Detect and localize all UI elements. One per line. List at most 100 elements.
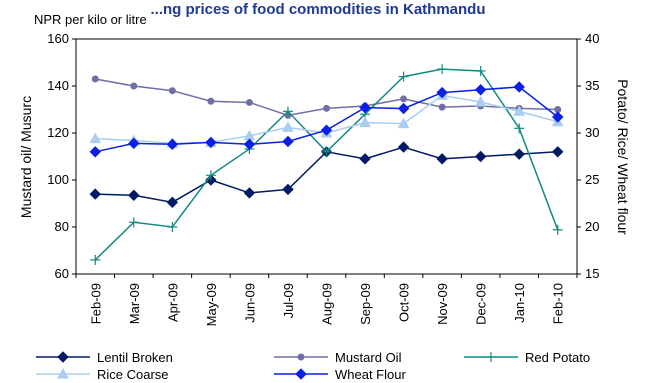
series-wheat-flour bbox=[89, 81, 564, 158]
data-point-lentil-broken bbox=[359, 153, 371, 165]
data-point-red-potato bbox=[475, 65, 486, 76]
data-point-wheat-flour bbox=[205, 136, 217, 149]
data-point-lentil-broken bbox=[166, 196, 179, 209]
legend-marker bbox=[57, 367, 69, 379]
x-tick-label: May-09 bbox=[204, 283, 219, 326]
data-point-red-potato bbox=[205, 170, 216, 181]
data-point-lentil-broken bbox=[282, 183, 294, 196]
data-point-mustard-oil bbox=[130, 82, 138, 90]
x-tick-label: Feb-09 bbox=[88, 283, 103, 324]
x-tick-label: Jul-09 bbox=[281, 283, 296, 318]
left-axis: 60 80 100 120 140 160 bbox=[47, 31, 76, 281]
x-tick-label: Aug-09 bbox=[320, 283, 335, 325]
data-point-mustard-oil bbox=[207, 97, 215, 105]
data-point-wheat-flour bbox=[243, 138, 256, 150]
data-point-wheat-flour bbox=[513, 81, 525, 93]
data-point-wheat-flour bbox=[474, 84, 487, 96]
data-point-wheat-flour bbox=[436, 86, 448, 99]
legend-item-rice-coarse: Rice Coarse bbox=[36, 367, 169, 382]
data-point-rice-coarse bbox=[282, 121, 294, 132]
y-axis-title: Mustard oil/ Musurc bbox=[18, 96, 34, 218]
data-point-lentil-broken bbox=[474, 150, 487, 163]
data-point-wheat-flour bbox=[552, 111, 564, 123]
legend-item-lentil-broken: Lentil Broken bbox=[36, 350, 173, 365]
x-tick-label: Mar-09 bbox=[127, 283, 142, 324]
legend-marker bbox=[57, 351, 69, 363]
data-point-rice-coarse bbox=[513, 105, 526, 116]
data-point-rice-coarse bbox=[89, 132, 102, 144]
y-tick-label: 120 bbox=[47, 125, 69, 140]
data-point-red-potato bbox=[552, 224, 563, 235]
legend-label: Red Potato bbox=[525, 350, 590, 365]
data-point-mustard-oil bbox=[400, 95, 408, 103]
x-tick-label: Jun-09 bbox=[242, 283, 257, 323]
y2-tick-label: 25 bbox=[585, 172, 599, 187]
legend-label: Mustard Oil bbox=[335, 350, 402, 365]
y2-tick-label: 40 bbox=[585, 31, 599, 46]
data-point-lentil-broken bbox=[513, 148, 525, 160]
data-point-red-potato bbox=[437, 64, 448, 75]
data-point-wheat-flour bbox=[320, 124, 333, 136]
unit-label: NPR per kilo or litre bbox=[34, 12, 147, 27]
right-axis: 15 20 25 30 35 40 bbox=[577, 31, 599, 281]
data-point-wheat-flour bbox=[128, 137, 140, 150]
legend-label: Rice Coarse bbox=[97, 367, 169, 382]
x-tick-label: Apr-09 bbox=[165, 283, 180, 322]
data-point-red-potato bbox=[398, 71, 409, 82]
data-point-rice-coarse bbox=[359, 116, 371, 128]
x-tick-label: Oct-09 bbox=[397, 283, 412, 322]
y-tick-label: 60 bbox=[55, 266, 69, 281]
data-point-red-potato bbox=[167, 222, 178, 232]
plot-border bbox=[75, 38, 578, 275]
legend: Lentil Broken Mustard Oil Red Potato Rice C… bbox=[36, 350, 590, 382]
data-point-mustard-oil bbox=[245, 98, 253, 106]
x-tick-label: Feb-10 bbox=[551, 283, 566, 324]
series-rice-coarse bbox=[89, 89, 564, 148]
data-point-wheat-flour bbox=[397, 102, 410, 115]
y2-tick-label: 15 bbox=[585, 266, 599, 281]
x-tick-label: Sep-09 bbox=[358, 283, 373, 325]
series-red-potato bbox=[90, 64, 563, 265]
data-point-mustard-oil bbox=[168, 87, 176, 95]
y2-axis-title: Potato/ Rice/ Wheat flour bbox=[615, 79, 631, 235]
legend-label: Wheat Flour bbox=[335, 367, 406, 382]
legend-item-red-potato: Red Potato bbox=[464, 350, 590, 365]
legend-label: Lentil Broken bbox=[97, 350, 173, 365]
y2-tick-label: 20 bbox=[585, 219, 599, 234]
series-line-red-potato bbox=[94, 68, 559, 261]
legend-marker bbox=[486, 352, 496, 362]
y-tick-label: 100 bbox=[47, 172, 69, 187]
x-tick-label: Jan-10 bbox=[512, 283, 527, 323]
legend-marker bbox=[295, 368, 307, 380]
data-point-lentil-broken bbox=[436, 153, 448, 165]
data-point-red-potato bbox=[321, 146, 332, 157]
y-tick-label: 80 bbox=[55, 219, 69, 234]
data-point-mustard-oil bbox=[438, 103, 446, 111]
y-tick-label: 160 bbox=[47, 31, 69, 46]
data-point-rice-coarse bbox=[397, 117, 410, 129]
x-axis: Feb-09 Mar-09 Apr-09 May-09 Jun-09 Jul-09 Aug-… bbox=[75, 274, 578, 326]
series-mustard-oil bbox=[91, 75, 562, 119]
data-point-lentil-broken bbox=[397, 141, 410, 153]
data-point-wheat-flour bbox=[166, 138, 179, 150]
data-point-lentil-broken bbox=[89, 188, 101, 200]
data-point-wheat-flour bbox=[359, 101, 371, 114]
series-layer bbox=[89, 64, 564, 265]
data-point-lentil-broken bbox=[552, 146, 564, 158]
data-point-red-potato bbox=[514, 123, 525, 134]
legend-item-wheat-flour: Wheat Flour bbox=[274, 367, 406, 382]
data-point-red-potato bbox=[90, 254, 101, 265]
y2-tick-label: 30 bbox=[585, 125, 599, 140]
x-tick-label: Dec-09 bbox=[474, 283, 489, 325]
data-point-lentil-broken bbox=[128, 189, 140, 201]
y-tick-label: 140 bbox=[47, 78, 69, 93]
legend-marker bbox=[297, 353, 305, 361]
legend-item-mustard-oil: Mustard Oil bbox=[274, 350, 402, 365]
data-point-mustard-oil bbox=[91, 75, 99, 83]
data-point-mustard-oil bbox=[323, 104, 330, 112]
chart-title: ...ng prices of food commodities in Kath… bbox=[150, 1, 485, 18]
y2-tick-label: 35 bbox=[585, 78, 599, 93]
data-point-red-potato bbox=[282, 106, 293, 117]
data-point-lentil-broken bbox=[243, 187, 256, 199]
